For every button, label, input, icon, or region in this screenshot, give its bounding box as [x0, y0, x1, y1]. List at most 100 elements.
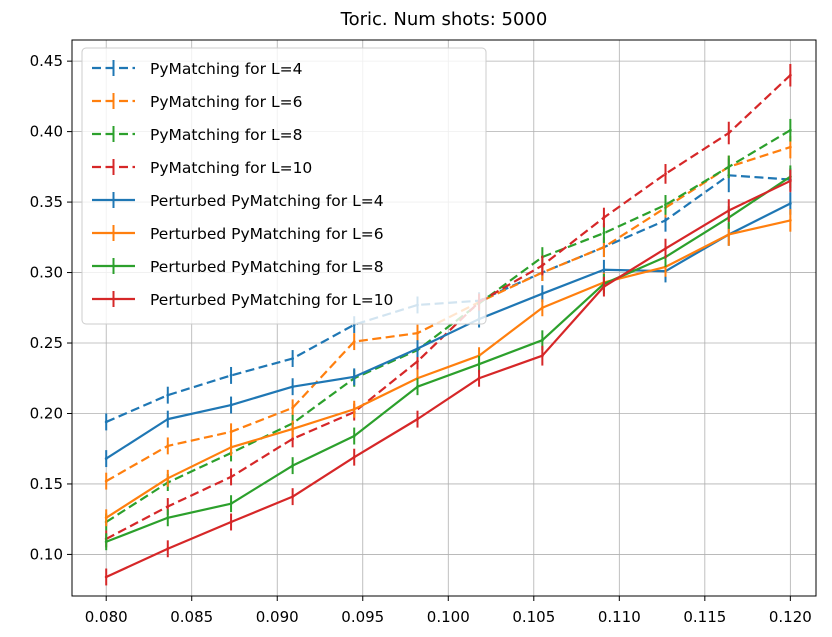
data-point: [727, 165, 731, 169]
legend-item: Perturbed PyMatching for L=8: [92, 258, 384, 276]
legend-label: PyMatching for L=10: [150, 159, 312, 177]
y-tick-label: 0.25: [30, 334, 63, 352]
data-point: [788, 219, 792, 222]
legend-label: Perturbed PyMatching for L=8: [150, 258, 384, 276]
data-point: [788, 145, 792, 149]
data-point: [291, 437, 295, 441]
data-point: [291, 385, 295, 389]
x-tick-label: 0.120: [769, 608, 812, 626]
data-point: [664, 172, 667, 176]
data-point: [104, 516, 108, 520]
data-point: [291, 495, 295, 499]
axes: 0.080 0.085 0.090 0.095 0.100 0.105 0.110 0.115…: [30, 52, 812, 626]
series-line: [105, 219, 791, 519]
data-point: [602, 245, 606, 249]
x-tick-label: 0.085: [170, 608, 213, 626]
x-tick-label: 0.115: [683, 608, 726, 626]
legend-item: Perturbed PyMatching for L=4: [92, 192, 384, 210]
legend-item: PyMatching for L=8: [92, 126, 302, 144]
x-tick-label: 0.105: [512, 608, 555, 626]
data-point: [352, 434, 356, 438]
legend: PyMatching for L=4 PyMatching for L=6 PyMa…: [81, 47, 487, 325]
data-point: [352, 375, 356, 379]
data-point: [416, 331, 419, 335]
data-point: [229, 445, 233, 449]
data-point: [540, 338, 544, 342]
legend-label: Perturbed PyMatching for L=10: [150, 291, 393, 309]
data-point: [664, 219, 667, 222]
legend-label: Perturbed PyMatching for L=4: [150, 192, 384, 210]
data-point: [166, 547, 170, 551]
legend-label: PyMatching for L=6: [150, 93, 302, 111]
y-tick-label: 0.30: [30, 264, 63, 282]
legend-label: Perturbed PyMatching for L=6: [150, 225, 384, 243]
data-point: [291, 357, 295, 360]
series-line: [105, 202, 791, 460]
data-point: [416, 417, 419, 421]
data-point: [104, 479, 108, 483]
data-point: [788, 202, 792, 205]
data-point: [788, 73, 792, 77]
y-tick-label: 0.20: [30, 404, 63, 422]
data-point: [352, 340, 356, 344]
data-point: [540, 354, 544, 358]
y-tick-label: 0.15: [30, 475, 63, 493]
x-tick-label: 0.080: [85, 608, 128, 626]
data-point: [229, 374, 233, 377]
data-point: [166, 505, 170, 508]
data-point: [477, 376, 481, 380]
legend-item: PyMatching for L=6: [92, 93, 302, 111]
data-point: [229, 430, 233, 434]
series-line: [105, 179, 791, 578]
data-point: [104, 575, 108, 579]
data-point: [352, 455, 356, 459]
data-point: [602, 231, 606, 235]
chart-title: Toric. Num shots: 5000: [340, 9, 548, 30]
data-point: [291, 464, 295, 468]
data-point: [540, 306, 544, 310]
data-point: [788, 179, 792, 183]
legend-item: PyMatching for L=10: [92, 159, 312, 177]
data-point: [416, 385, 419, 389]
data-point: [229, 403, 233, 407]
series-line: [105, 146, 791, 483]
legend-item: Perturbed PyMatching for L=6: [92, 225, 384, 243]
data-point: [104, 540, 108, 544]
legend-label: PyMatching for L=8: [150, 126, 302, 144]
series-line: [105, 129, 791, 523]
y-tick-label: 0.35: [30, 193, 63, 211]
data-point: [229, 475, 233, 479]
data-point: [166, 417, 170, 421]
data-point: [788, 128, 792, 132]
data-point: [352, 407, 356, 411]
x-tick-label: 0.100: [427, 608, 470, 626]
data-point: [416, 347, 419, 351]
data-point: [229, 502, 233, 506]
data-point: [104, 457, 108, 460]
plot-frame: [71, 39, 817, 597]
series-line: [105, 175, 791, 543]
data-point: [477, 362, 481, 366]
series-line: [105, 74, 792, 540]
y-tick-label: 0.40: [30, 123, 63, 141]
data-point: [416, 359, 419, 363]
x-tick-label: 0.095: [341, 608, 384, 626]
y-tick-label: 0.45: [30, 52, 63, 70]
data-point: [166, 393, 170, 397]
data-point: [540, 292, 544, 296]
data-point: [602, 216, 606, 219]
data-point: [540, 264, 544, 267]
legend-item: Perturbed PyMatching for L=10: [92, 291, 393, 309]
data-point: [291, 406, 295, 410]
data-point: [291, 427, 295, 431]
data-point: [166, 516, 170, 520]
data-point: [664, 247, 667, 250]
data-point: [727, 209, 731, 212]
data-point: [104, 420, 108, 424]
data-point: [602, 285, 606, 289]
data-point: [727, 131, 731, 135]
legend-item: PyMatching for L=4: [92, 60, 302, 78]
data-point: [727, 233, 731, 236]
